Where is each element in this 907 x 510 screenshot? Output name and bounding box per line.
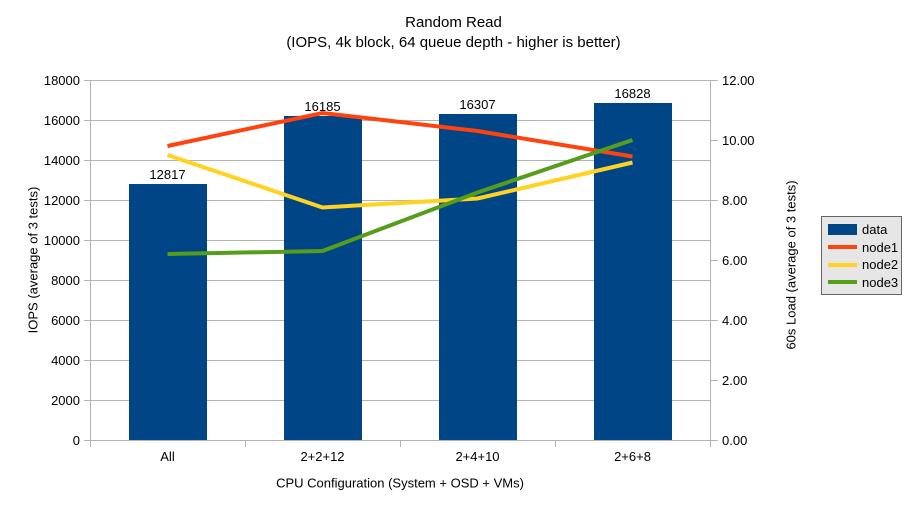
y-axis-tick-label-right: 4.00 bbox=[722, 313, 748, 328]
x-axis-tick-label: 2+4+10 bbox=[455, 449, 500, 464]
y-axis-tick-right bbox=[710, 260, 718, 261]
legend-item-node3: node3 bbox=[828, 274, 899, 292]
legend: data node1 node2 node3 bbox=[821, 216, 902, 295]
y-axis-tick-left bbox=[84, 400, 90, 401]
y-axis-line-right bbox=[710, 80, 711, 447]
y-axis-tick-left bbox=[84, 240, 90, 241]
y-axis-tick-label-right: 0.00 bbox=[722, 433, 748, 448]
bar-value-label: 16185 bbox=[304, 99, 341, 115]
legend-line-swatch-icon bbox=[828, 245, 857, 250]
y-axis-line-left bbox=[90, 80, 91, 447]
line-node2 bbox=[166, 153, 633, 210]
legend-label: node1 bbox=[862, 239, 899, 255]
y-axis-tick-label-left: 0 bbox=[72, 433, 80, 448]
bar-data bbox=[283, 116, 362, 440]
y-axis-tick-label-left: 18000 bbox=[43, 73, 80, 88]
x-axis-tick-label: All bbox=[160, 449, 175, 464]
bar-value-label: 16307 bbox=[459, 96, 496, 112]
y-axis-tick-label-left: 8000 bbox=[51, 273, 80, 288]
gridline bbox=[90, 200, 710, 201]
chart-title-block: Random Read (IOPS, 4k block, 64 queue de… bbox=[0, 13, 907, 53]
y-axis-tick-right bbox=[710, 140, 718, 141]
y-axis-tick-label-left: 2000 bbox=[51, 393, 80, 408]
legend-item-node1: node1 bbox=[828, 239, 899, 257]
x-axis-tick-label: 2+6+8 bbox=[614, 449, 651, 464]
x-axis-title: CPU Configuration (System + OSD + VMs) bbox=[276, 475, 524, 491]
gridline bbox=[90, 240, 710, 241]
y-axis-tick-right bbox=[710, 380, 718, 381]
x-axis-tick bbox=[90, 440, 91, 447]
gridline bbox=[90, 320, 710, 321]
y-axis-tick-right bbox=[710, 320, 718, 321]
y-axis-tick-label-left: 6000 bbox=[51, 313, 80, 328]
x-axis-tick bbox=[245, 440, 246, 447]
y-axis-tick-left bbox=[84, 360, 90, 361]
legend-label: node3 bbox=[862, 274, 899, 290]
bar-data bbox=[438, 113, 517, 440]
gridline bbox=[90, 360, 710, 361]
y-axis-tick-label-right: 10.00 bbox=[722, 133, 755, 148]
chart-title: Random Read bbox=[405, 14, 502, 31]
legend-label: data bbox=[862, 222, 888, 238]
legend-bar-swatch-icon bbox=[828, 224, 857, 236]
bar-data bbox=[593, 103, 672, 440]
bar-value-label: 16828 bbox=[614, 86, 651, 102]
y-axis-tick-left bbox=[84, 80, 90, 81]
gridline bbox=[90, 400, 710, 401]
y-axis-tick-right bbox=[710, 200, 718, 201]
y-axis-tick-label-right: 12.00 bbox=[722, 73, 755, 88]
legend-item-node2: node2 bbox=[828, 256, 899, 274]
y-axis-tick-label-left: 10000 bbox=[43, 233, 80, 248]
y-axis-tick-label-left: 14000 bbox=[43, 153, 80, 168]
line-node1 bbox=[167, 110, 633, 159]
y-axis-tick-label-left: 12000 bbox=[43, 193, 80, 208]
gridline bbox=[90, 280, 710, 281]
gridline bbox=[90, 160, 710, 161]
y-axis-tick-right bbox=[710, 440, 718, 441]
left-axis-title: IOPS (average of 3 tests) bbox=[25, 186, 41, 334]
y-axis-tick-left bbox=[84, 120, 90, 121]
chart-subtitle: (IOPS, 4k block, 64 queue depth - higher… bbox=[286, 34, 621, 51]
legend-item-data: data bbox=[828, 221, 895, 239]
legend-line-swatch-icon bbox=[828, 262, 857, 267]
legend-label: node2 bbox=[862, 257, 899, 273]
x-axis-tick bbox=[400, 440, 401, 447]
y-axis-tick-label-left: 4000 bbox=[51, 353, 80, 368]
line-series-overlay bbox=[166, 110, 634, 256]
y-axis-tick-label-right: 6.00 bbox=[722, 253, 748, 268]
gridline bbox=[90, 80, 710, 81]
bar-data bbox=[128, 183, 207, 440]
x-axis-tick bbox=[710, 440, 711, 447]
legend-line-swatch-icon bbox=[828, 280, 857, 285]
right-axis-title: 60s Load (average of 3 tests) bbox=[783, 180, 799, 350]
line-node3 bbox=[167, 138, 634, 256]
y-axis-tick-right bbox=[710, 80, 718, 81]
x-axis-tick bbox=[555, 440, 556, 447]
y-axis-tick-left bbox=[84, 200, 90, 201]
y-axis-tick-label-left: 16000 bbox=[43, 113, 80, 128]
bar-value-label: 12817 bbox=[149, 166, 186, 182]
y-axis-tick-left bbox=[84, 440, 90, 441]
y-axis-tick-label-right: 2.00 bbox=[722, 373, 748, 388]
y-axis-tick-label-right: 8.00 bbox=[722, 193, 748, 208]
x-axis-tick-label: 2+2+12 bbox=[300, 449, 345, 464]
y-axis-tick-left bbox=[84, 160, 90, 161]
y-axis-tick-left bbox=[84, 280, 90, 281]
y-axis-tick-left bbox=[84, 320, 90, 321]
